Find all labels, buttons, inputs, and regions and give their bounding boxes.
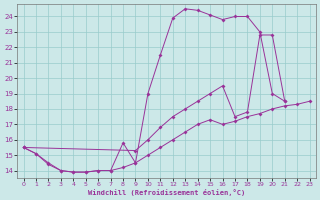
X-axis label: Windchill (Refroidissement éolien,°C): Windchill (Refroidissement éolien,°C) [88,189,245,196]
